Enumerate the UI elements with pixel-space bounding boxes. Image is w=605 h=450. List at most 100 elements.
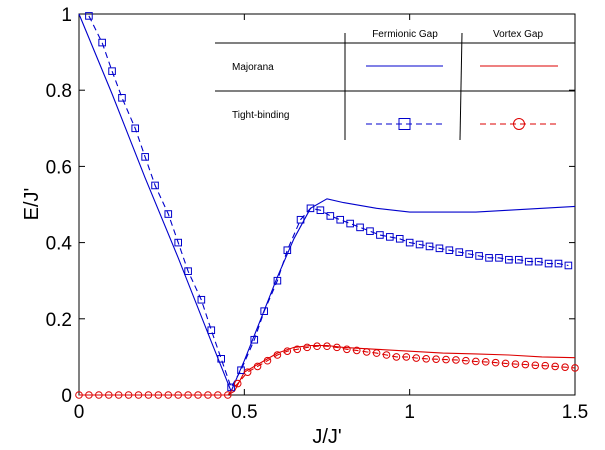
data-point [260, 307, 268, 315]
data-point [224, 391, 232, 399]
data-point [214, 391, 222, 399]
legend-swatch-marker [398, 118, 411, 130]
data-point [273, 351, 282, 359]
data-point [85, 391, 93, 399]
data-point [376, 231, 384, 239]
data-point [174, 238, 182, 247]
data-point [75, 391, 83, 399]
data-point [462, 356, 470, 365]
data-point [98, 38, 106, 47]
data-point [283, 246, 292, 255]
data-point [534, 257, 543, 266]
data-point [501, 359, 510, 368]
data-point [253, 362, 262, 371]
legend-col-header-fermionic: Fermionic Gap [372, 29, 438, 40]
data-point [263, 356, 272, 365]
data-point [445, 246, 454, 255]
data-point [207, 326, 216, 335]
x-tick-label: 1.5 [562, 402, 588, 423]
data-point [452, 356, 460, 364]
y-tick-label: 0.2 [46, 310, 72, 331]
data-point [217, 355, 225, 363]
data-point [273, 276, 282, 285]
data-point [134, 391, 143, 399]
data-point [554, 259, 563, 268]
y-tick-label: 0.8 [46, 81, 72, 102]
data-point [511, 360, 520, 368]
legend-rule-col2 [459, 32, 463, 141]
data-point [124, 391, 133, 399]
data-point [194, 391, 202, 399]
data-point [164, 210, 173, 218]
data-point [343, 345, 351, 354]
data-point [303, 343, 311, 352]
data-point [316, 206, 325, 215]
y-tick-label: 0.6 [46, 157, 72, 178]
data-point [495, 254, 503, 262]
data-point [392, 353, 401, 361]
data-point [465, 250, 473, 258]
data-point [382, 351, 391, 359]
series-3 [75, 342, 579, 399]
data-point [85, 12, 93, 20]
data-point [521, 360, 530, 369]
data-point [326, 212, 335, 220]
data-point [346, 219, 354, 228]
data-point [551, 362, 559, 371]
data-point [352, 346, 361, 355]
data-point [395, 234, 404, 243]
series-line [78, 13, 576, 393]
data-point [184, 391, 192, 399]
data-point [131, 124, 140, 133]
data-point [475, 252, 483, 260]
plot-area [78, 13, 576, 396]
data-point [184, 267, 192, 275]
data-point [154, 391, 163, 399]
data-point [197, 295, 206, 304]
data-point [544, 259, 553, 268]
data-point [118, 94, 126, 102]
data-point [151, 181, 159, 190]
data-point [485, 254, 493, 262]
data-point [306, 204, 315, 213]
data-point [336, 215, 345, 224]
data-point [541, 361, 550, 370]
data-point [514, 255, 523, 264]
data-point [415, 240, 424, 249]
data-point [432, 355, 440, 363]
data-point [472, 357, 480, 366]
x-tick-label: 1 [404, 402, 415, 423]
data-point [323, 342, 331, 351]
data-point [425, 242, 434, 251]
data-point [313, 342, 321, 351]
x-axis-label: J/J' [312, 426, 341, 448]
data-point [250, 335, 259, 344]
x-tick-label: 0.5 [231, 402, 257, 423]
data-point [412, 354, 421, 362]
data-point [402, 353, 411, 361]
y-tick-label: 0 [61, 386, 72, 407]
y-tick-label: 1 [61, 5, 72, 26]
data-point [442, 355, 450, 364]
data-point [491, 358, 500, 367]
data-point [362, 348, 371, 356]
data-point [524, 257, 533, 266]
data-point [204, 391, 212, 399]
data-point [455, 248, 464, 256]
legend-row-label-tight-binding: Tight-binding [232, 110, 289, 121]
data-point [564, 261, 573, 270]
data-point [114, 391, 123, 399]
axis-ticks: 0 0.5 1 1.5 0 0.2 0.4 0.6 0.8 1 [46, 5, 589, 423]
data-point [104, 391, 113, 399]
data-point [283, 347, 292, 355]
data-point [243, 368, 252, 376]
legend-table: Fermionic Gap Vortex Gap Majorana Tight-… [215, 29, 575, 141]
series-layer [75, 12, 579, 399]
data-point [108, 67, 116, 75]
data-point [95, 391, 103, 399]
data-point [571, 364, 579, 372]
data-point [144, 391, 153, 399]
legend-swatch-marker [513, 118, 525, 130]
data-point [422, 355, 431, 363]
